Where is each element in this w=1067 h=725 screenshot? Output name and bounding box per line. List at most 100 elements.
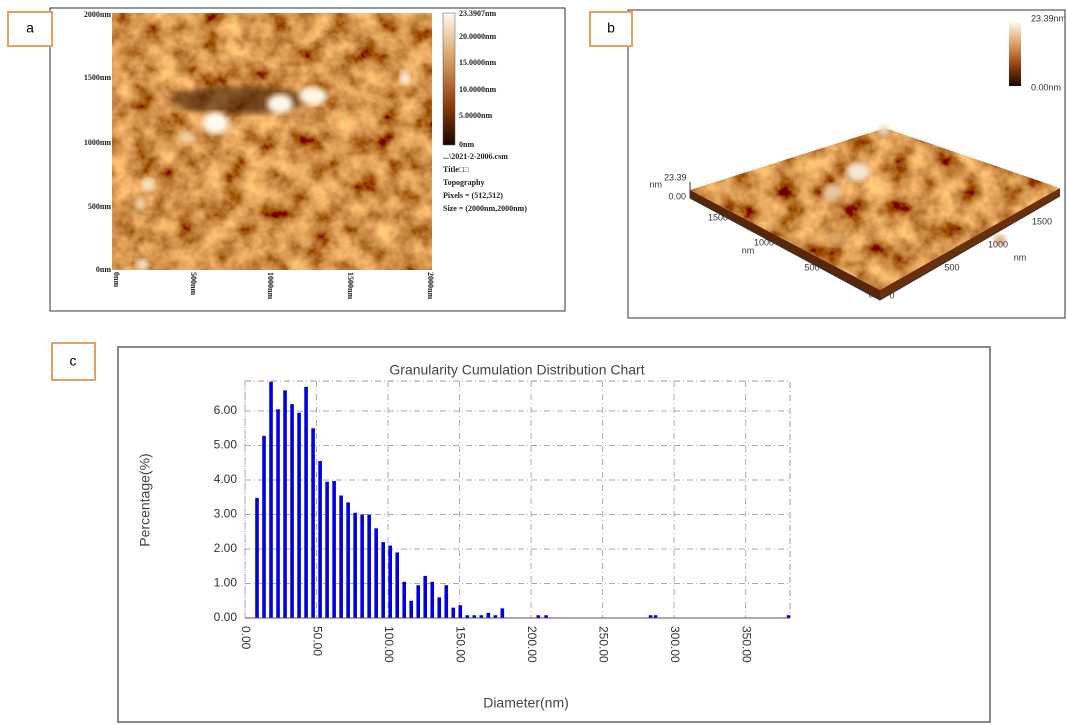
axis-label: 500 bbox=[804, 262, 819, 272]
bar bbox=[437, 597, 442, 618]
x-tick-label: 300.00 bbox=[668, 626, 682, 663]
bar bbox=[304, 386, 308, 618]
x-tick-label: 350.00 bbox=[739, 626, 753, 663]
y-tick-label: 4.00 bbox=[214, 472, 238, 486]
bar bbox=[444, 585, 449, 618]
panel-label: c bbox=[70, 353, 77, 369]
plot-area: 0.00 1.00 2.00 3.00 4.00 5.00 6.00 0.00 50.00 100… bbox=[214, 380, 791, 663]
y-tick-label: 5.00 bbox=[214, 438, 238, 452]
image-info: ...\2021-2-2006.csm bbox=[443, 152, 508, 161]
axis-label: 1000 bbox=[988, 239, 1008, 249]
image-info: Title□□ bbox=[443, 165, 469, 174]
axis-label: 0 bbox=[889, 290, 894, 300]
x-axis-label: 1500nm bbox=[346, 272, 355, 299]
bar bbox=[423, 575, 428, 618]
x-axis-label: 2000nm bbox=[426, 272, 435, 299]
bar bbox=[479, 615, 484, 618]
axis-label: 1500 bbox=[708, 212, 728, 222]
bar bbox=[297, 412, 301, 618]
y-tick-label: 2.00 bbox=[214, 541, 238, 555]
x-axis-title: Diameter(nm) bbox=[483, 695, 569, 711]
bar bbox=[486, 612, 491, 618]
colorbar-label: 20.0000nm bbox=[459, 32, 496, 41]
bar bbox=[544, 615, 548, 618]
bar bbox=[339, 495, 343, 618]
bar bbox=[416, 585, 421, 618]
afm-image bbox=[112, 13, 432, 270]
bar bbox=[283, 390, 287, 618]
y-tick-label: 0.00 bbox=[214, 610, 238, 624]
axis-label: 0 bbox=[868, 289, 873, 299]
axis-label: 1500 bbox=[1032, 216, 1052, 226]
axis-label: 1000 bbox=[754, 237, 774, 247]
bar bbox=[269, 381, 273, 618]
panel-c-frame bbox=[117, 346, 991, 723]
bar bbox=[493, 615, 498, 618]
bar bbox=[388, 545, 392, 618]
y-axis-label: 1000nm bbox=[84, 138, 111, 147]
image-info: Topography bbox=[443, 178, 485, 187]
bar bbox=[402, 581, 407, 618]
bar bbox=[262, 435, 266, 618]
image-info: Pixels = (512,512) bbox=[443, 191, 503, 200]
x-tick-label: 250.00 bbox=[596, 626, 610, 663]
bar bbox=[458, 605, 463, 618]
bar bbox=[653, 615, 658, 618]
bar bbox=[367, 514, 371, 618]
bar bbox=[409, 600, 414, 618]
bar bbox=[430, 581, 435, 618]
y-tick-label: 6.00 bbox=[214, 403, 238, 417]
x-tick-label: 150.00 bbox=[453, 626, 467, 663]
panel-label: b bbox=[607, 20, 615, 36]
y-axis-label: 0nm bbox=[96, 265, 111, 274]
y-tick-label: 1.00 bbox=[214, 576, 238, 590]
bar bbox=[325, 481, 329, 618]
bar bbox=[381, 542, 385, 618]
colorbar bbox=[442, 12, 456, 146]
bar bbox=[395, 552, 399, 618]
bar bbox=[353, 512, 357, 618]
axis-label: nm bbox=[742, 245, 755, 255]
z-axis-label: 0.00 bbox=[668, 191, 686, 201]
x-axis-label: 500nm bbox=[189, 272, 198, 295]
bar bbox=[500, 608, 505, 618]
colorbar-label: 5.0000nm bbox=[459, 111, 492, 120]
panel-label-box bbox=[51, 342, 96, 381]
y-axis-label: 500nm bbox=[88, 202, 111, 211]
x-tick-label: 50.00 bbox=[310, 626, 324, 656]
bar bbox=[786, 615, 791, 618]
x-tick-label: 0.00 bbox=[239, 626, 253, 650]
bar bbox=[276, 409, 280, 618]
bar bbox=[536, 615, 541, 618]
colorbar-label: 23.3907nm bbox=[459, 9, 496, 18]
bar bbox=[451, 607, 456, 618]
x-axis-label: 0nm bbox=[112, 272, 121, 287]
z-axis-label: nm bbox=[649, 179, 662, 189]
bar bbox=[465, 615, 470, 618]
colorbar-label: 23.39nm bbox=[1031, 13, 1066, 23]
bar bbox=[374, 528, 378, 618]
z-axis-label: 23.39 bbox=[664, 172, 687, 182]
x-tick-label: 100.00 bbox=[382, 626, 396, 663]
bar bbox=[318, 461, 322, 618]
colorbar-label: 0nm bbox=[459, 140, 474, 149]
bar bbox=[311, 428, 315, 618]
bar bbox=[472, 615, 477, 618]
colorbar-label: 0.00nm bbox=[1031, 82, 1061, 92]
image-info: Size = (2000nm,2000nm) bbox=[443, 204, 527, 213]
colorbar-label: 15.0000nm bbox=[459, 58, 496, 67]
y-axis-label: 2000nm bbox=[84, 10, 111, 19]
bar bbox=[360, 514, 364, 618]
panel-label: a bbox=[26, 20, 34, 36]
bar bbox=[346, 502, 350, 618]
x-tick-label: 200.00 bbox=[525, 626, 539, 663]
y-tick-label: 3.00 bbox=[214, 507, 238, 521]
chart-title: Granularity Cumulation Distribution Char… bbox=[389, 362, 644, 378]
axis-label: 500 bbox=[944, 262, 959, 272]
bar bbox=[255, 497, 259, 618]
bar bbox=[332, 481, 336, 618]
y-axis-title: Percentage(%) bbox=[137, 453, 153, 546]
x-axis-label: 1000nm bbox=[266, 272, 275, 299]
